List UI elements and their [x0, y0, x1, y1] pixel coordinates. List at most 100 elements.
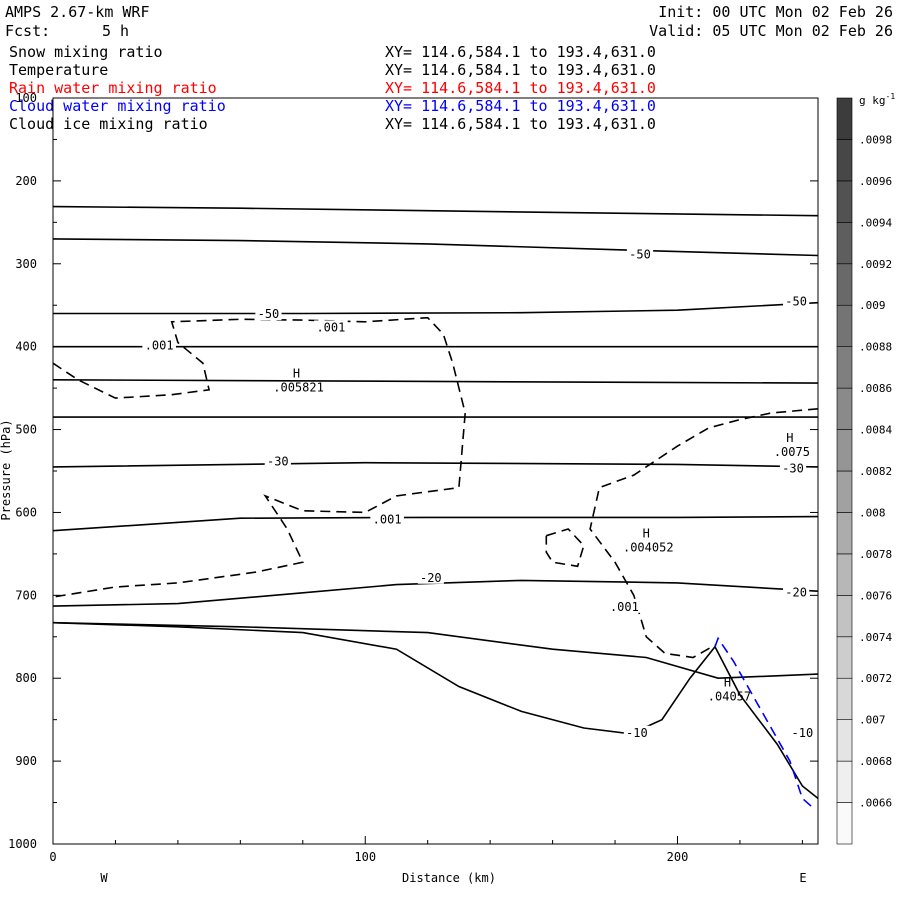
colorbar-cell	[836, 263, 853, 306]
y-tick-label: 800	[15, 671, 37, 685]
temperature-contours	[52, 205, 819, 680]
colorbar-cell	[836, 470, 853, 513]
colorbar-tick-label: .008	[859, 506, 886, 519]
temperature-label: -30	[782, 461, 804, 475]
colorbar-tick-label: .0088	[859, 341, 892, 354]
colorbar-cell	[836, 429, 853, 472]
field-legend: Snow mixing ratio XY= 114.6,584.1 to 193.…	[9, 43, 656, 133]
colorbar-tick-label: .009	[859, 299, 886, 312]
temperature-label: -50	[258, 307, 280, 321]
snow-label-background	[314, 320, 348, 334]
field-xy-range: XY= 114.6,584.1 to 193.4,631.0	[385, 97, 656, 115]
colorbar-cell	[836, 512, 853, 555]
x-tick-label: 200	[667, 850, 689, 864]
temperature-label: -50	[785, 295, 807, 309]
terrain-profile	[52, 621, 819, 800]
colorbar-tick-label: .0074	[859, 631, 892, 644]
field-xy-range: XY= 114.6,584.1 to 193.4,631.0	[385, 115, 656, 133]
colorbar-tick-label: .0086	[859, 382, 892, 395]
maximum-value: .04057	[708, 690, 751, 704]
cloud-water-contour	[714, 636, 813, 808]
temperature-label: -50	[629, 247, 651, 261]
forecast-hour: 5 h	[102, 22, 129, 40]
colorbar-tick-label: .007	[859, 714, 886, 727]
colorbar-tick-label: .0072	[859, 672, 892, 685]
field-xy-range: XY= 114.6,584.1 to 193.4,631.0	[385, 79, 656, 97]
y-axis: 100 200 300 400 500 600 700 800 900 1000	[8, 91, 818, 851]
colorbar-cell	[836, 139, 853, 182]
colorbar-cell	[836, 802, 853, 845]
colorbar-cell	[836, 387, 853, 430]
y-tick-label: 1000	[8, 837, 37, 851]
y-tick-label: 400	[15, 340, 37, 354]
x-tick-label: 0	[49, 850, 56, 864]
colorbar-cell	[836, 97, 853, 140]
model-title: AMPS 2.67-km WRF	[5, 3, 150, 21]
y-tick-label: 700	[15, 588, 37, 602]
colorbar-unit: g kg-1	[859, 92, 895, 107]
field-name: Rain water mixing ratio	[9, 79, 217, 97]
temperature-label-background	[417, 570, 444, 584]
temperature-contour	[52, 379, 819, 384]
field-name: Temperature	[9, 61, 108, 79]
field-name: Cloud water mixing ratio	[9, 97, 226, 115]
snow-contour	[52, 316, 467, 598]
snow-label: .001	[373, 513, 402, 527]
colorbar: .0066 .0068 .007 .0072 .0074 .0076 .0078 .008 .0…	[836, 97, 892, 845]
colorbar-cell	[836, 677, 853, 720]
y-tick-label: 600	[15, 505, 37, 519]
maximum-marker-letter: H	[293, 366, 300, 380]
colorbar-tick-label: .0078	[859, 548, 892, 561]
colorbar-cell	[836, 760, 853, 803]
snow-label-background	[607, 599, 642, 613]
temperature-label: -20	[785, 586, 807, 600]
colorbar-tick-label: .0096	[859, 175, 892, 188]
colorbar-tick-label: .0068	[859, 755, 892, 768]
snow-contours	[52, 316, 819, 659]
field-name: Cloud ice mixing ratio	[9, 115, 208, 133]
temperature-contour	[52, 238, 819, 257]
temperature-label-background	[783, 294, 810, 308]
plot-area: -50 -50 -50 -30 -30 -20 -20 -10 -10 .001 .001 .001.…	[52, 97, 819, 845]
cloud-water-contour-line	[714, 636, 813, 808]
plot-frame	[52, 97, 819, 845]
x-axis-label: Distance (km)	[402, 871, 496, 885]
colorbar-tick-label: .0076	[859, 589, 892, 602]
snow-label-background	[142, 338, 176, 352]
field-xy-range: XY= 114.6,584.1 to 193.4,631.0	[385, 61, 656, 79]
maximum-value: .004052	[623, 540, 674, 554]
snow-contour	[589, 408, 819, 659]
temperature-contour	[52, 579, 819, 607]
forecast-label: Fcst:	[5, 22, 50, 40]
colorbar-tick-label: .0084	[859, 424, 892, 437]
colorbar-cell	[836, 304, 853, 347]
y-tick-label: 200	[15, 174, 37, 188]
temperature-label-background	[779, 461, 807, 475]
colorbar-tick-label: .0098	[859, 133, 892, 146]
x-axis: 0 100 200	[49, 836, 803, 864]
colorbar-cell	[836, 719, 853, 762]
init-time: Init: 00 UTC Mon 02 Feb 26	[658, 3, 893, 21]
snow-label-background	[370, 512, 404, 526]
snow-label: .001	[610, 600, 639, 614]
snow-contour	[545, 528, 585, 568]
snow-label: .001	[145, 339, 174, 353]
temperature-contour	[52, 621, 819, 680]
colorbar-cell	[836, 636, 853, 679]
colorbar-tick-label: .0066	[859, 797, 892, 810]
temperature-label: -20	[420, 571, 442, 585]
east-label: E	[799, 871, 806, 885]
temperature-contour	[52, 515, 819, 532]
x-tick-label: 100	[354, 850, 376, 864]
colorbar-cell	[836, 180, 853, 223]
y-tick-label: 500	[15, 423, 37, 437]
temperature-label-background	[789, 725, 816, 739]
temperature-label: -10	[626, 726, 648, 740]
maximum-marker-letter: H	[724, 676, 731, 690]
y-tick-label: 900	[15, 754, 37, 768]
colorbar-tick-label: .0082	[859, 465, 892, 478]
temperature-contour	[52, 205, 819, 217]
contour-labels: -50 -50 -50 -30 -30 -20 -20 -10 -10 .001 .001 .001.…	[142, 247, 816, 740]
